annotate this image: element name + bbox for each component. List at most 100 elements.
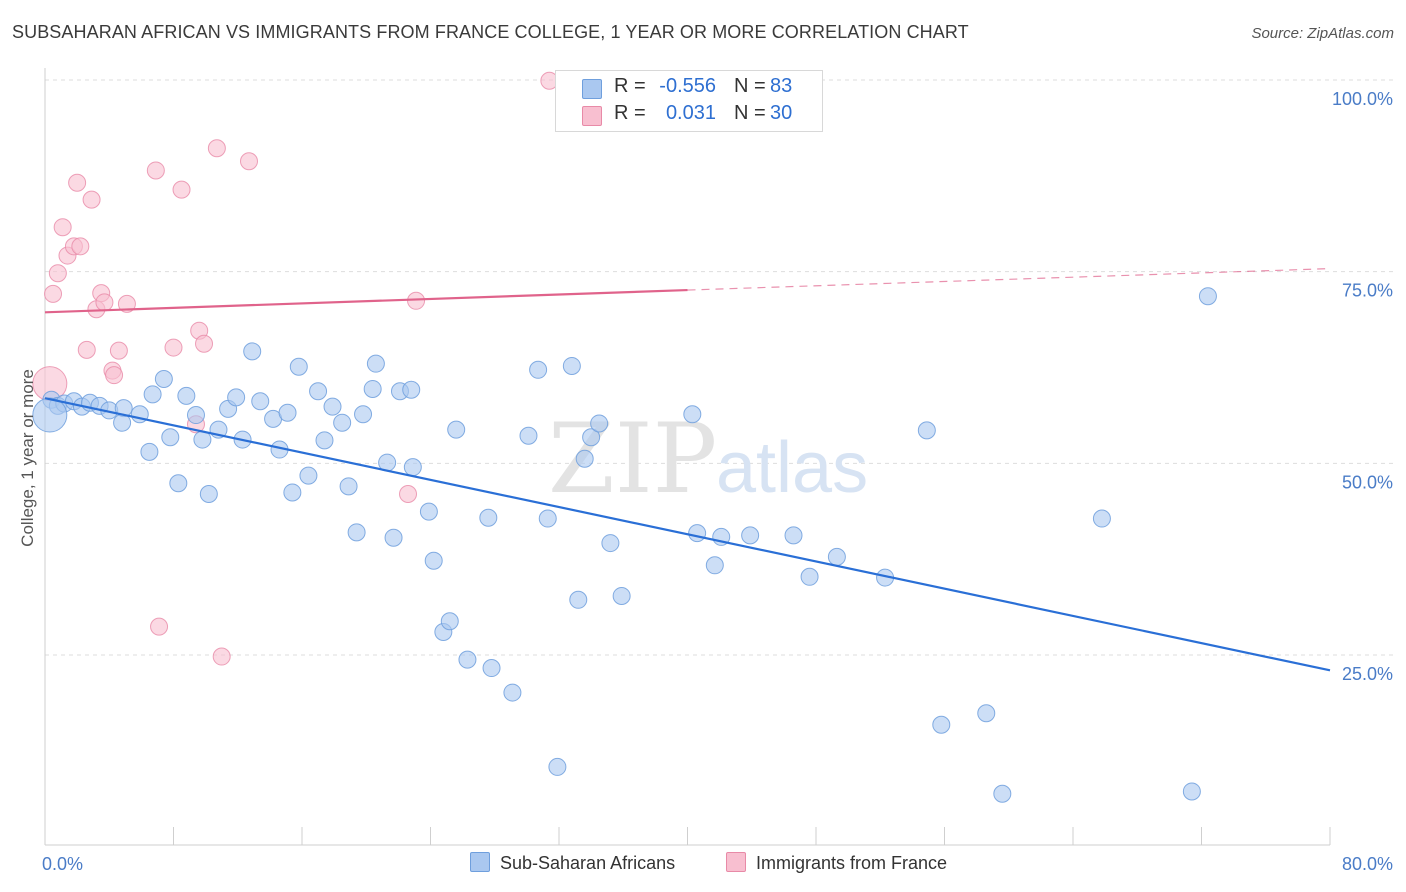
legend-r-label: R =	[614, 75, 646, 97]
point-immigrants-from-france	[172, 180, 191, 199]
legend-row-pink: R = 0.031 N = 30	[556, 102, 822, 128]
point-sub-saharan-africans	[601, 534, 620, 553]
point-immigrants-from-france	[109, 341, 128, 360]
point-sub-saharan-africans	[590, 414, 609, 433]
point-sub-saharan-africans	[683, 405, 702, 424]
point-immigrants-from-france	[212, 647, 231, 666]
point-sub-saharan-africans	[569, 590, 588, 609]
point-sub-saharan-africans	[447, 420, 466, 439]
series-legend: Sub-Saharan Africans Immigrants from Fra…	[0, 852, 1406, 880]
point-sub-saharan-africans	[917, 421, 936, 440]
point-sub-saharan-africans	[278, 403, 297, 422]
point-immigrants-from-france	[399, 485, 418, 503]
series-legend-label: Sub-Saharan Africans	[500, 853, 676, 873]
y-tick-label: 100.0%	[1332, 89, 1393, 109]
point-sub-saharan-africans	[538, 509, 557, 528]
point-immigrants-from-france	[195, 334, 214, 353]
point-sub-saharan-africans	[154, 370, 173, 388]
point-sub-saharan-africans	[161, 428, 180, 447]
point-sub-saharan-africans	[705, 556, 724, 575]
point-immigrants-from-france	[146, 161, 165, 180]
point-sub-saharan-africans	[419, 502, 438, 521]
point-sub-saharan-africans	[289, 357, 308, 376]
tick-labels: 25.0% 50.0% 75.0% 100.0% 0.0% 80.0%	[42, 89, 1393, 874]
point-sub-saharan-africans	[403, 458, 422, 477]
series-legend-swatch-blue	[470, 852, 490, 872]
trend-line-sub-saharan-africans	[44, 397, 1331, 672]
point-immigrants-from-france	[71, 237, 90, 256]
trend-line-immigrants-from-france-extension	[687, 268, 1331, 291]
point-sub-saharan-africans	[503, 683, 522, 702]
y-tick-label: 50.0%	[1342, 472, 1393, 492]
point-sub-saharan-africans	[402, 380, 421, 399]
point-immigrants-from-france	[53, 218, 72, 237]
legend-r-label: R =	[614, 102, 646, 124]
correlation-legend: R = -0.556 N = 83 R = 0.031 N = 30	[555, 70, 823, 132]
point-sub-saharan-africans	[827, 547, 846, 566]
point-sub-saharan-africans	[932, 715, 951, 734]
point-sub-saharan-africans	[177, 386, 196, 405]
series-legend-item-blue: Sub-Saharan Africans	[470, 852, 675, 874]
point-sub-saharan-africans	[140, 442, 159, 461]
axes	[44, 68, 1331, 846]
point-immigrants-from-france	[407, 291, 426, 310]
point-sub-saharan-africans	[1092, 509, 1111, 528]
x-tick-label: 0.0%	[42, 854, 83, 874]
point-sub-saharan-africans	[529, 360, 548, 379]
point-sub-saharan-africans	[800, 567, 819, 586]
point-sub-saharan-africans	[519, 426, 538, 445]
point-sub-saharan-africans	[333, 413, 352, 432]
point-sub-saharan-africans	[1198, 287, 1217, 306]
legend-n-label: N =	[734, 102, 766, 124]
point-sub-saharan-africans	[993, 784, 1012, 803]
y-tick-label: 25.0%	[1342, 664, 1393, 684]
point-sub-saharan-africans	[199, 485, 218, 503]
point-sub-saharan-africans	[339, 477, 358, 496]
point-sub-saharan-africans	[363, 379, 382, 398]
point-sub-saharan-africans	[482, 659, 501, 678]
point-sub-saharan-africans	[283, 483, 302, 502]
point-sub-saharan-africans	[243, 342, 262, 361]
legend-row-blue: R = -0.556 N = 83	[556, 75, 822, 101]
point-sub-saharan-africans	[227, 388, 246, 407]
point-immigrants-from-france	[44, 284, 63, 303]
point-sub-saharan-africans	[347, 523, 366, 542]
x-tick-label: 80.0%	[1342, 854, 1393, 874]
point-sub-saharan-africans	[612, 586, 631, 605]
point-immigrants-from-france	[150, 617, 169, 636]
legend-r-value: -0.556	[659, 75, 716, 97]
point-sub-saharan-africans	[366, 354, 385, 373]
point-sub-saharan-africans	[309, 382, 328, 401]
point-sub-saharan-africans	[977, 704, 996, 723]
point-immigrants-from-france	[207, 139, 226, 158]
point-immigrants-from-france	[68, 173, 87, 192]
point-sub-saharan-africans	[582, 428, 601, 447]
point-sub-saharan-africans	[440, 612, 459, 631]
y-axis-label: College, 1 year or more	[18, 369, 37, 547]
y-tick-label: 75.0%	[1342, 281, 1393, 301]
point-immigrants-from-france	[164, 338, 183, 357]
point-sub-saharan-africans	[741, 526, 760, 545]
point-sub-saharan-africans	[315, 431, 334, 450]
series-legend-swatch-pink	[726, 852, 746, 872]
legend-swatch-pink	[582, 106, 602, 126]
series-legend-label: Immigrants from France	[756, 853, 948, 873]
point-sub-saharan-africans	[548, 757, 567, 776]
point-sub-saharan-africans	[1182, 782, 1201, 801]
point-sub-saharan-africans	[479, 508, 498, 527]
chart-source: Source: ZipAtlas.com	[1251, 25, 1394, 42]
point-sub-saharan-africans	[143, 385, 162, 404]
point-immigrants-from-france	[77, 340, 96, 359]
point-sub-saharan-africans	[575, 449, 594, 468]
trend-line-immigrants-from-france	[44, 288, 688, 314]
point-sub-saharan-africans	[251, 392, 270, 411]
trend-lines	[44, 268, 1331, 672]
point-sub-saharan-africans	[562, 356, 581, 375]
watermark-atlas: atlas	[716, 428, 868, 508]
point-immigrants-from-france	[239, 152, 258, 171]
point-sub-saharan-africans	[424, 551, 443, 570]
point-immigrants-from-france	[117, 294, 136, 313]
point-sub-saharan-africans	[354, 405, 373, 424]
point-immigrants-from-france	[95, 293, 114, 312]
